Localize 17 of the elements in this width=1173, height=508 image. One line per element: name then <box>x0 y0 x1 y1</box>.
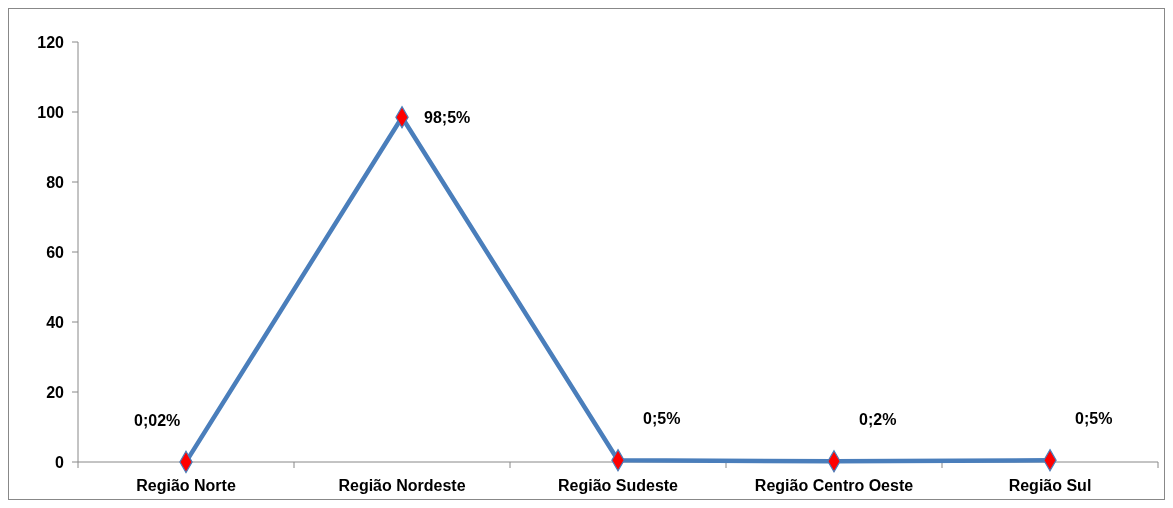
data-label: 0;5% <box>643 410 681 428</box>
x-tick-label: Região Norte <box>136 477 236 494</box>
x-tick-label: Região Nordeste <box>338 477 466 494</box>
y-tick-label: 60 <box>46 243 65 261</box>
y-tick-label: 20 <box>46 383 65 401</box>
data-label: 0;02% <box>134 411 181 429</box>
x-tick-label: Região Sul <box>1008 477 1092 494</box>
y-tick-label: 40 <box>46 313 65 331</box>
data-label: 0;2% <box>859 411 897 429</box>
y-tick-label: 100 <box>37 103 65 121</box>
x-tick-label: Região Sudeste <box>557 477 679 494</box>
x-tick-label: Região Centro Oeste <box>754 477 914 494</box>
y-tick-label: 0 <box>55 453 65 471</box>
data-label: 98;5% <box>424 109 471 127</box>
y-tick-label: 80 <box>46 173 65 191</box>
y-tick-label: 120 <box>37 33 65 51</box>
data-label: 0;5% <box>1075 410 1113 428</box>
